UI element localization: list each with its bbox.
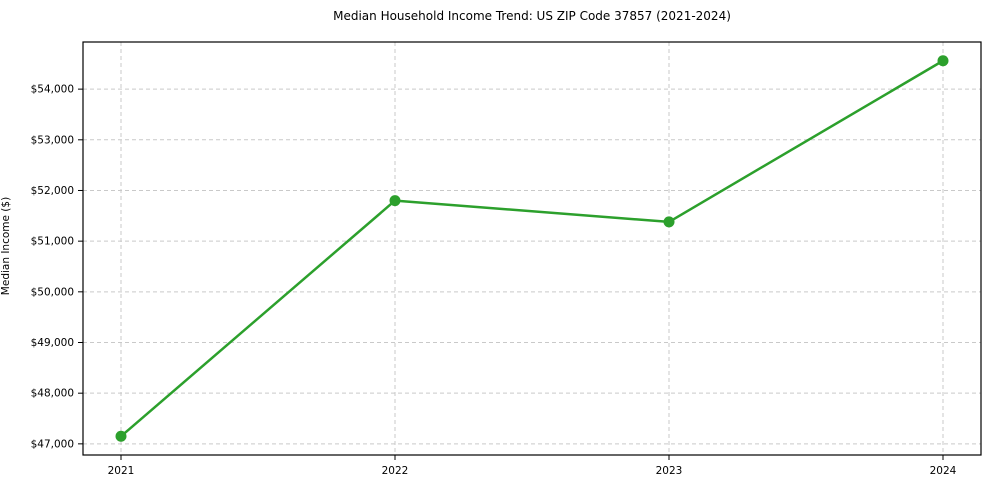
y-tick-label: $50,000 <box>31 286 74 298</box>
data-point-2022 <box>389 195 401 207</box>
y-tick-label: $47,000 <box>31 438 74 450</box>
plot-border <box>82 41 982 456</box>
y-tick-label: $52,000 <box>31 185 74 197</box>
y-tick-label: $49,000 <box>31 337 74 349</box>
y-tick-label: $51,000 <box>31 236 74 248</box>
y-tick-label: $48,000 <box>31 388 74 400</box>
x-tick-label: 2024 <box>930 465 957 477</box>
x-tick-label: 2021 <box>108 465 135 477</box>
trend-line <box>119 59 945 438</box>
x-tick-label: 2022 <box>382 465 409 477</box>
y-tick-label: $53,000 <box>31 134 74 146</box>
x-tick-label: 2023 <box>656 465 683 477</box>
data-point-2024 <box>937 55 949 67</box>
data-point-2021 <box>115 430 127 442</box>
chart-title: Median Household Income Trend: US ZIP Co… <box>333 9 731 23</box>
y-tick-label: $54,000 <box>31 84 74 96</box>
data-point-2023 <box>663 216 675 228</box>
